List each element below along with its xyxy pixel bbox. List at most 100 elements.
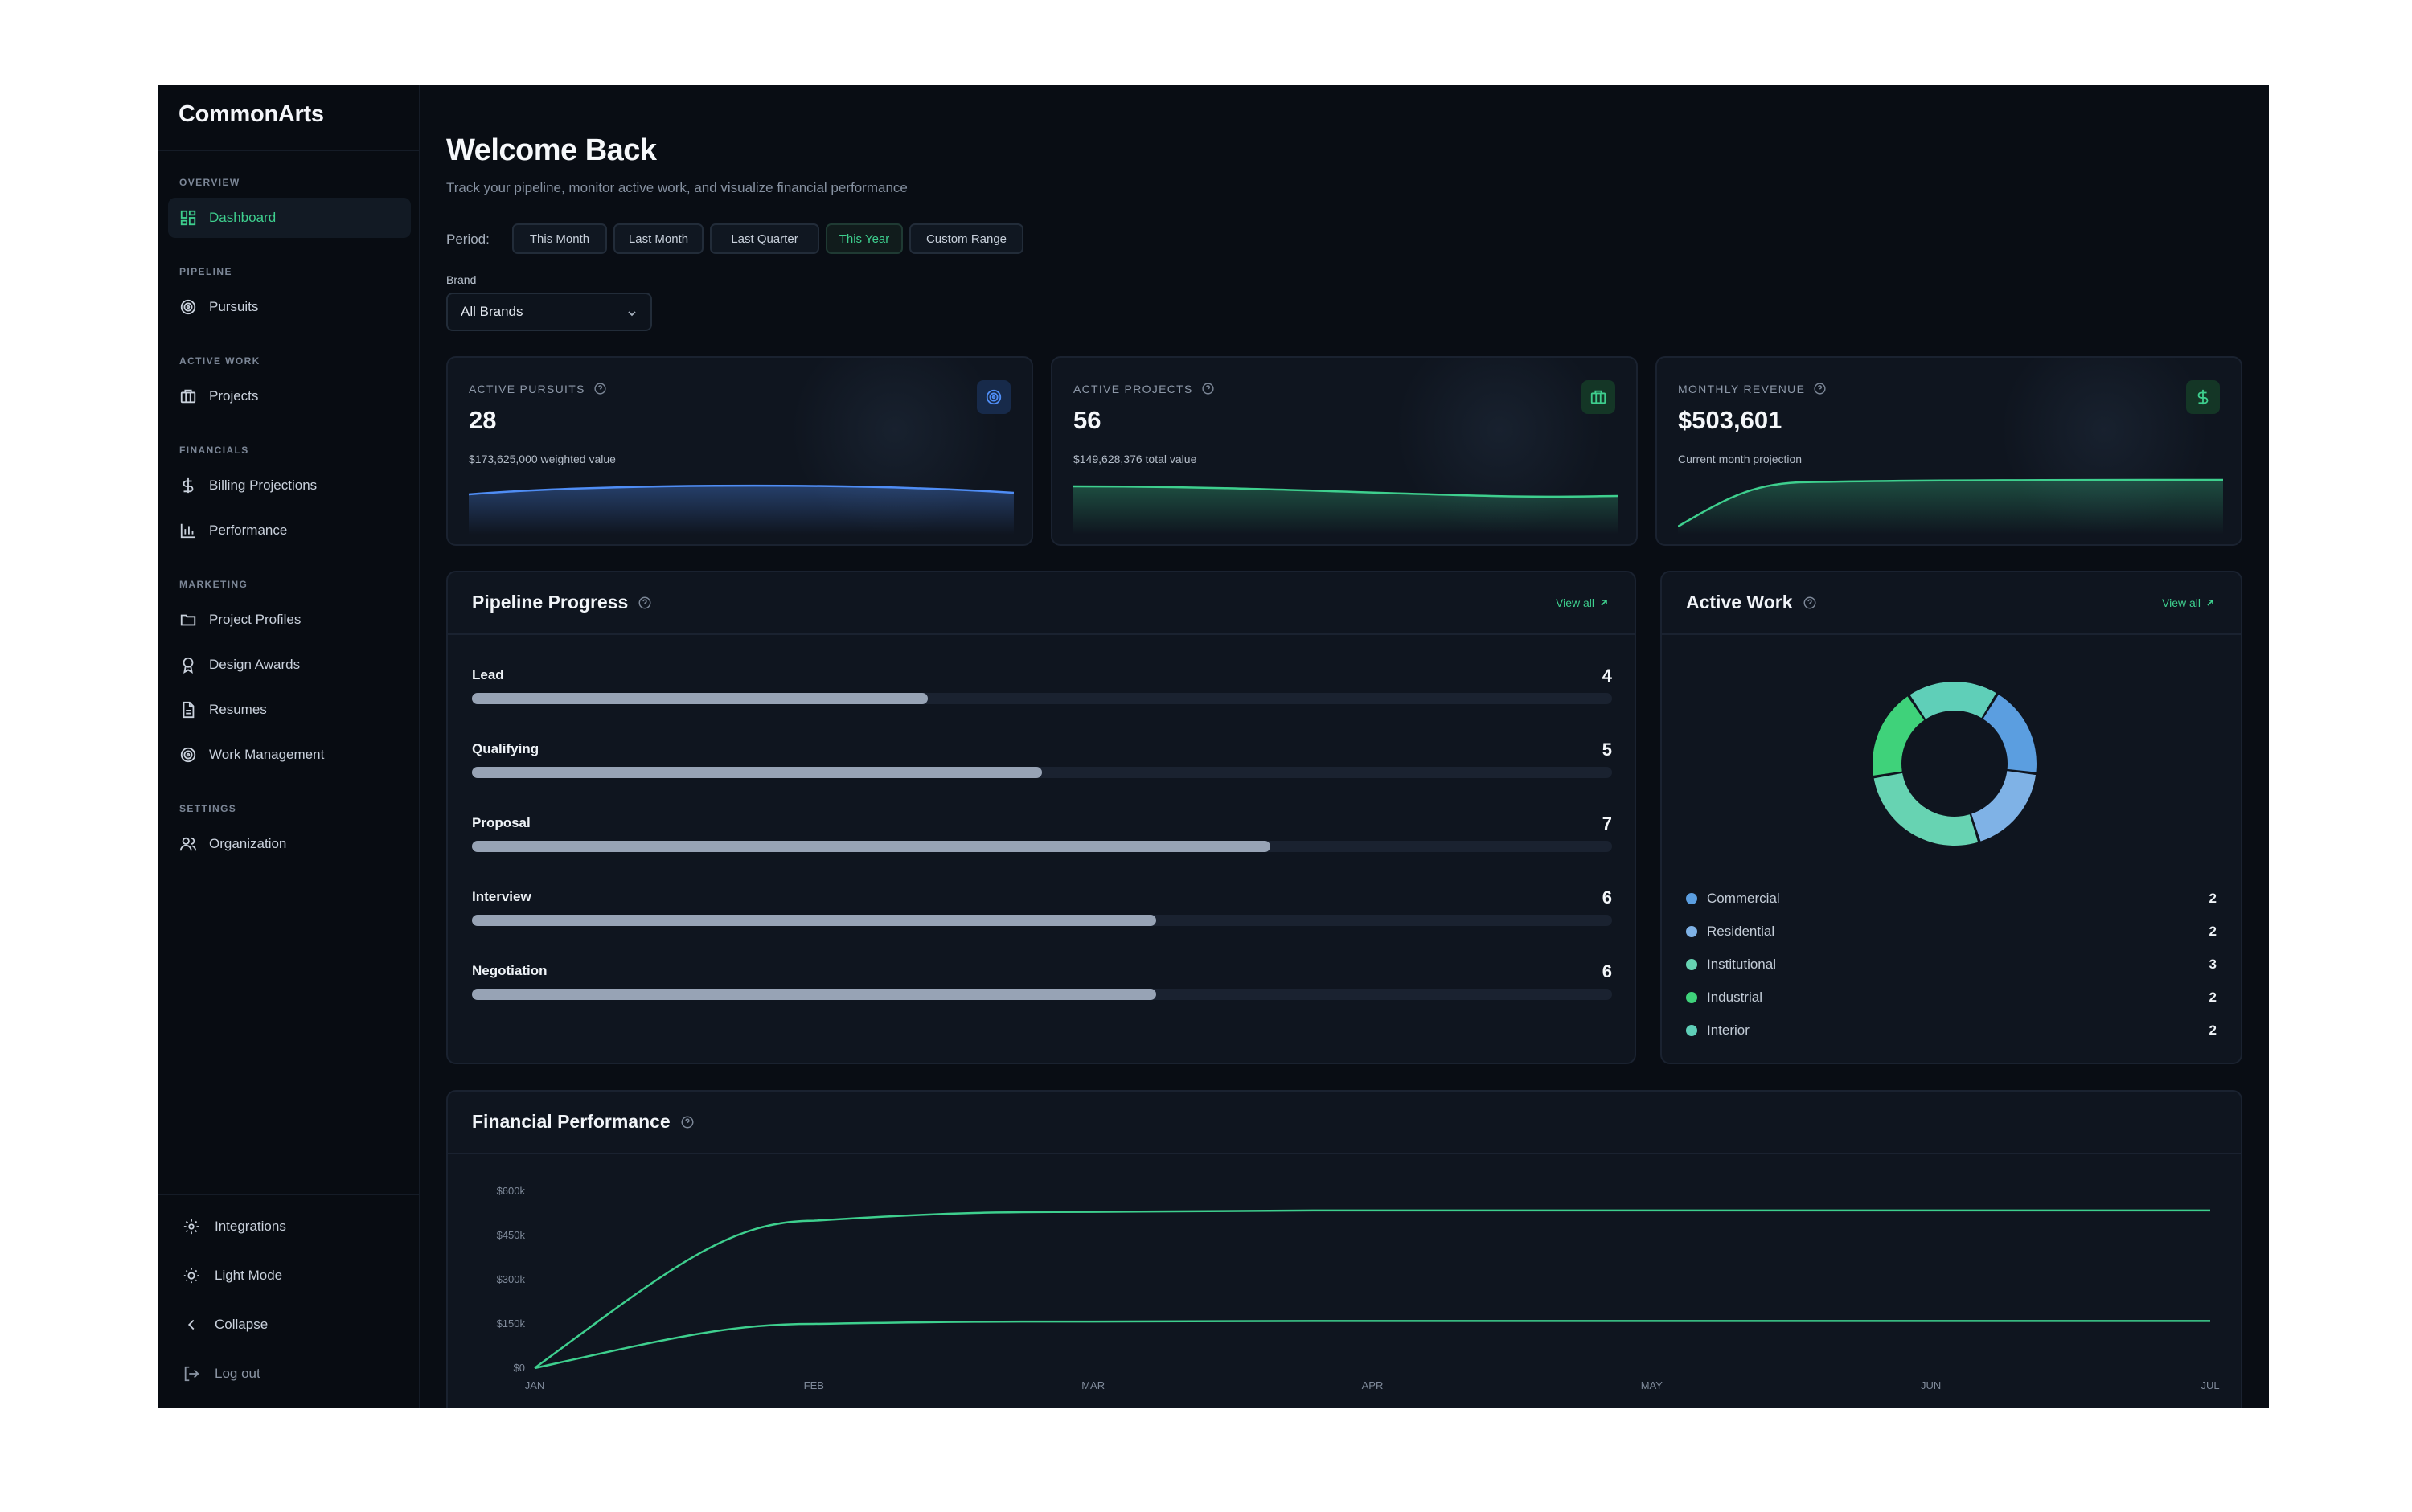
- stage-progress-fill: [472, 989, 1156, 1000]
- panel-header: Financial Performance: [448, 1092, 2241, 1154]
- period-last-quarter-button[interactable]: Last Quarter: [710, 223, 819, 254]
- logout-label: Log out: [215, 1366, 260, 1381]
- kpi-label-text: ACTIVE PROJECTS: [1073, 382, 1193, 395]
- brand-label: Brand: [446, 273, 477, 286]
- document-icon: [183, 701, 195, 719]
- kpi-icon-badge: [2186, 380, 2220, 414]
- y-tick-label: $300k: [496, 1273, 525, 1285]
- period-this-year-button[interactable]: This Year: [826, 223, 903, 254]
- app-logo[interactable]: CommonArts: [178, 101, 324, 127]
- sidebar-item-pursuits[interactable]: Pursuits: [168, 287, 411, 327]
- donut-slice-commercial[interactable]: [1983, 694, 2037, 772]
- sidebar-item-billing-projections[interactable]: Billing Projections: [168, 465, 411, 506]
- sidebar-item-label: Project Profiles: [209, 612, 302, 627]
- legend-item[interactable]: Residential 2: [1686, 924, 2217, 940]
- sidebar-item-resumes[interactable]: Resumes: [168, 690, 411, 730]
- app-window: CommonArts OVERVIEW Dashboard PIPELINE P…: [158, 85, 2269, 1408]
- active-work-panel: Active Work View all Commercial 2 Resident…: [1660, 571, 2242, 1064]
- period-last-month-button[interactable]: Last Month: [613, 223, 704, 254]
- view-all-link[interactable]: View all: [2162, 596, 2215, 609]
- legend-item[interactable]: Commercial 2: [1686, 891, 2217, 907]
- legend-value: 2: [2209, 891, 2217, 906]
- stage-progress-track: [472, 767, 1612, 778]
- donut-slice-institutional[interactable]: [1873, 772, 1979, 846]
- sidebar-item-project-profiles[interactable]: Project Profiles: [168, 600, 411, 640]
- x-tick-label: JUL: [2201, 1379, 2220, 1391]
- panel-title-text: Active Work: [1686, 592, 1793, 613]
- help-circle-icon[interactable]: [1813, 382, 1827, 395]
- collapse-button[interactable]: Collapse: [183, 1316, 268, 1334]
- legend-item[interactable]: Institutional 3: [1686, 957, 2217, 973]
- stage-count: 7: [1602, 813, 1612, 834]
- users-icon: [179, 837, 197, 851]
- stage-name: Qualifying: [472, 741, 539, 756]
- kpi-subtext: $173,625,000 weighted value: [469, 453, 616, 465]
- logout-button[interactable]: Log out: [183, 1365, 260, 1383]
- arrow-up-right-icon: [2207, 600, 2213, 606]
- legend-item[interactable]: Interior 2: [1686, 1022, 2217, 1039]
- section-label-marketing: MARKETING: [179, 579, 248, 590]
- legend-value: 2: [2209, 1022, 2217, 1038]
- main-content: Welcome Back Track your pipeline, monito…: [420, 85, 2269, 1408]
- kpi-label-text: MONTHLY REVENUE: [1678, 382, 1806, 395]
- y-tick-label: $600k: [496, 1185, 525, 1197]
- divider: [158, 1194, 420, 1195]
- stage-progress-fill: [472, 693, 929, 704]
- integrations-label: Integrations: [215, 1219, 286, 1234]
- series-line-0[interactable]: [534, 1209, 2210, 1370]
- x-tick-label: MAY: [1640, 1379, 1663, 1391]
- help-circle-icon[interactable]: [1803, 596, 1817, 610]
- kpi-card-active-pursuits[interactable]: ACTIVE PURSUITS 28 $173,625,000 weighted…: [446, 356, 1033, 546]
- y-tick-label: $450k: [496, 1229, 525, 1241]
- panel-title: Pipeline Progress: [472, 592, 652, 613]
- legend-label: Commercial: [1707, 891, 1780, 906]
- donut-slice-residential[interactable]: [1971, 771, 2037, 842]
- legend-color-dot: [1686, 992, 1697, 1003]
- collapse-label: Collapse: [215, 1317, 269, 1332]
- series-line-1[interactable]: [534, 1320, 2210, 1370]
- gear-icon: [183, 1219, 199, 1235]
- stage-progress-fill: [472, 915, 1156, 926]
- light-mode-toggle[interactable]: Light Mode: [183, 1267, 282, 1285]
- kpi-value: $503,601: [1678, 406, 1782, 434]
- dollar-icon: [2197, 389, 2209, 405]
- kpi-sparkline: [469, 484, 1014, 535]
- donut-slice-interior[interactable]: [1910, 682, 1996, 719]
- sidebar-item-organization[interactable]: Organization: [168, 824, 411, 864]
- legend-color-dot: [1686, 1025, 1697, 1036]
- kpi-label: ACTIVE PURSUITS: [469, 382, 607, 395]
- stage-progress-track: [472, 915, 1612, 926]
- sidebar: CommonArts OVERVIEW Dashboard PIPELINE P…: [158, 85, 420, 1408]
- sidebar-item-dashboard[interactable]: Dashboard: [168, 198, 411, 238]
- donut-slice-industrial[interactable]: [1873, 696, 1925, 776]
- sidebar-item-performance[interactable]: Performance: [168, 510, 411, 551]
- divider: [158, 150, 420, 151]
- active-work-donut-chart: [1873, 682, 2037, 846]
- kpi-card-monthly-revenue[interactable]: MONTHLY REVENUE $503,601 Current month p…: [1655, 356, 2242, 546]
- help-circle-icon[interactable]: [1201, 382, 1215, 395]
- pipeline-progress-panel: Pipeline Progress View all Lead 4 Qualifyi…: [446, 571, 1636, 1064]
- period-custom-range-button[interactable]: Custom Range: [909, 223, 1023, 254]
- legend-item[interactable]: Industrial 2: [1686, 990, 2217, 1006]
- section-label-financials: FINANCIALS: [179, 445, 249, 456]
- kpi-value: 28: [469, 406, 497, 434]
- brand-select[interactable]: All Brands: [446, 293, 652, 331]
- y-tick-label: $0: [513, 1362, 525, 1374]
- x-tick-label: JUN: [1921, 1379, 1942, 1391]
- kpi-card-active-projects[interactable]: ACTIVE PROJECTS 56 $149,628,376 total va…: [1051, 356, 1638, 546]
- help-circle-icon[interactable]: [638, 596, 652, 610]
- sidebar-item-design-awards[interactable]: Design Awards: [168, 645, 411, 685]
- stage-progress-track: [472, 693, 1612, 704]
- sidebar-item-projects[interactable]: Projects: [168, 376, 411, 416]
- help-circle-icon[interactable]: [593, 382, 607, 395]
- sidebar-item-label: Billing Projections: [209, 477, 318, 493]
- period-this-month-button[interactable]: This Month: [512, 223, 607, 254]
- view-all-link[interactable]: View all: [1556, 596, 1609, 609]
- sidebar-item-label: Organization: [209, 836, 287, 851]
- help-circle-icon[interactable]: [680, 1115, 695, 1129]
- integrations-button[interactable]: Integrations: [183, 1218, 286, 1235]
- panel-title-text: Financial Performance: [472, 1111, 671, 1132]
- sidebar-item-work-management[interactable]: Work Management: [168, 735, 411, 775]
- sidebar-item-label: Projects: [209, 388, 259, 404]
- panel-title-text: Pipeline Progress: [472, 592, 629, 613]
